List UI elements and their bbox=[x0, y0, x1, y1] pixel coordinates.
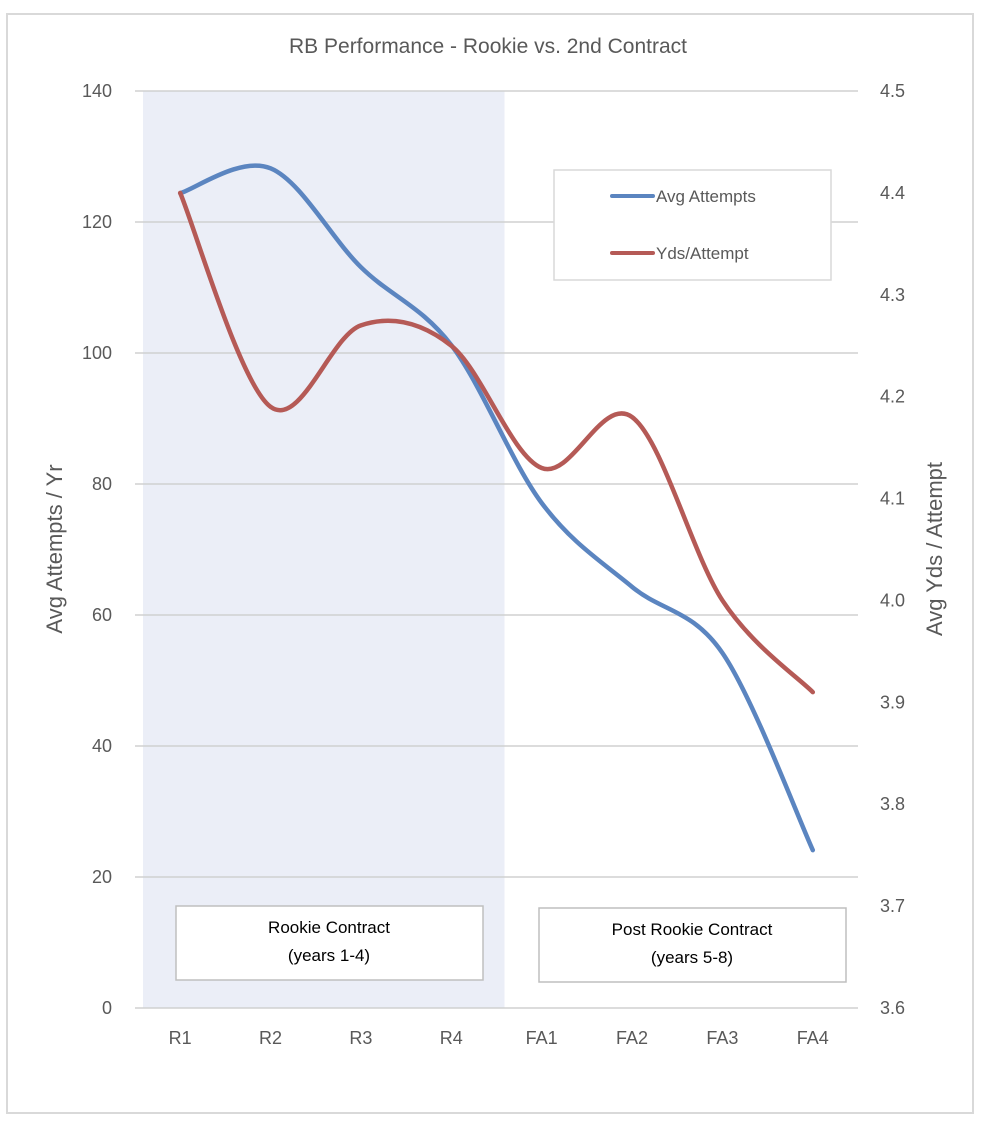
legend-label-yds-attempt: Yds/Attempt bbox=[656, 244, 749, 263]
annotation-post-rookie-box bbox=[538, 907, 847, 983]
left-axis-ticks: 0 20 40 60 80 100 120 140 bbox=[82, 81, 112, 1018]
left-tick-label: 100 bbox=[82, 343, 112, 363]
annotation-post-rookie-line1: Post Rookie Contract bbox=[612, 920, 773, 939]
x-tick-label: FA4 bbox=[797, 1028, 829, 1048]
annotation-rookie-line2: (years 1-4) bbox=[288, 946, 370, 965]
x-tick-label: R1 bbox=[169, 1028, 192, 1048]
x-tick-label: FA2 bbox=[616, 1028, 648, 1048]
annotation-post-rookie: Post Rookie Contract (years 5-8) bbox=[538, 907, 847, 983]
annotation-rookie-line1: Rookie Contract bbox=[268, 918, 390, 937]
x-tick-label: FA3 bbox=[706, 1028, 738, 1048]
rookie-shaded-region bbox=[143, 91, 505, 1008]
right-tick-label: 4.0 bbox=[880, 590, 905, 610]
left-tick-label: 60 bbox=[92, 605, 112, 625]
x-tick-label: FA1 bbox=[526, 1028, 558, 1048]
right-tick-label: 4.5 bbox=[880, 81, 905, 101]
left-tick-label: 20 bbox=[92, 867, 112, 887]
right-tick-label: 3.9 bbox=[880, 692, 905, 712]
right-tick-label: 4.1 bbox=[880, 489, 905, 509]
left-tick-label: 0 bbox=[102, 998, 112, 1018]
series-line-yds-attempt bbox=[177, 190, 816, 695]
x-axis-ticks: R1 R2 R3 R4 FA1 FA2 FA3 FA4 bbox=[169, 1028, 829, 1048]
x-tick-label: R3 bbox=[349, 1028, 372, 1048]
right-tick-label: 4.2 bbox=[880, 387, 905, 407]
legend-box bbox=[553, 169, 832, 281]
x-tick-label: R4 bbox=[440, 1028, 463, 1048]
right-tick-label: 3.7 bbox=[880, 896, 905, 916]
legend-label-avg-attempts: Avg Attempts bbox=[656, 187, 756, 206]
chart-title: RB Performance - Rookie vs. 2nd Contract bbox=[289, 35, 687, 58]
annotation-post-rookie-line2: (years 5-8) bbox=[651, 948, 733, 967]
right-tick-label: 3.8 bbox=[880, 794, 905, 814]
right-tick-label: 4.3 bbox=[880, 285, 905, 305]
right-axis-title: Avg Yds / Attempt bbox=[922, 462, 947, 636]
annotation-rookie-box bbox=[175, 905, 484, 981]
left-axis-title: Avg Attempts / Yr bbox=[42, 464, 67, 633]
left-tick-label: 120 bbox=[82, 212, 112, 232]
left-tick-label: 140 bbox=[82, 81, 112, 101]
series-lines bbox=[177, 163, 816, 853]
right-axis-ticks: 3.6 3.7 3.8 3.9 4.0 4.1 4.2 4.3 4.4 4.5 bbox=[880, 81, 905, 1018]
x-tick-label: R2 bbox=[259, 1028, 282, 1048]
right-tick-label: 3.6 bbox=[880, 998, 905, 1018]
right-tick-label: 4.4 bbox=[880, 183, 905, 203]
left-tick-label: 80 bbox=[92, 474, 112, 494]
annotation-rookie: Rookie Contract (years 1-4) bbox=[175, 905, 484, 981]
legend: Avg Attempts Yds/Attempt bbox=[553, 169, 832, 281]
left-tick-label: 40 bbox=[92, 736, 112, 756]
